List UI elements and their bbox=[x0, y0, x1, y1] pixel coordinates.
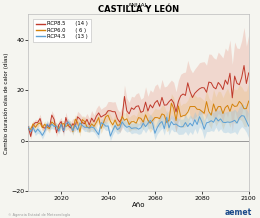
Text: © Agencia Estatal de Meteorología: © Agencia Estatal de Meteorología bbox=[8, 213, 70, 217]
Text: aemet: aemet bbox=[225, 208, 252, 217]
Legend: RCP8.5      (14 ), RCP6.0      ( 6 ), RCP4.5      (13 ): RCP8.5 (14 ), RCP6.0 ( 6 ), RCP4.5 (13 ) bbox=[33, 19, 91, 42]
Y-axis label: Cambio duración olas de calor (días): Cambio duración olas de calor (días) bbox=[3, 52, 9, 153]
X-axis label: Año: Año bbox=[132, 202, 145, 208]
Text: ANUAL: ANUAL bbox=[128, 3, 149, 8]
Title: CASTILLA Y LEÓN: CASTILLA Y LEÓN bbox=[98, 5, 179, 14]
